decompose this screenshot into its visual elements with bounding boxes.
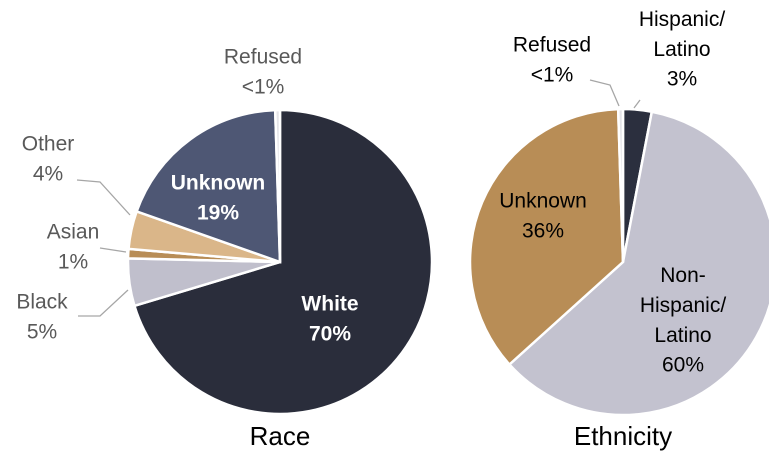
pie-slice xyxy=(132,108,434,416)
slice-value-label: 19% xyxy=(197,202,239,225)
pie-slice xyxy=(135,108,282,264)
leader-line xyxy=(633,99,641,109)
slice-label: White xyxy=(301,293,358,316)
leader-line xyxy=(99,247,127,253)
leader-line xyxy=(76,179,131,216)
slice-value-label: <1% xyxy=(531,64,574,87)
pie-slice xyxy=(616,107,625,263)
slice-label: Refused xyxy=(224,46,302,69)
slice-label: Asian xyxy=(47,221,100,244)
slice-label: Hispanic/Latino xyxy=(639,8,726,61)
slice-label: Unknown xyxy=(171,172,266,195)
leader-line xyxy=(589,79,620,107)
pie-slice xyxy=(273,108,282,263)
slice-value-label: 5% xyxy=(27,321,57,344)
pie-slice xyxy=(507,110,769,417)
slice-value-label: 3% xyxy=(667,68,697,91)
slice-label: Unknown xyxy=(499,190,587,213)
slice-value-label: 1% xyxy=(58,251,88,274)
slice-label: Other xyxy=(22,133,75,156)
chart-title: Ethnicity xyxy=(574,421,672,451)
chart-title: Race xyxy=(250,421,311,451)
slice-value-label: 36% xyxy=(522,220,564,243)
slice-label: Non-Hispanic/Latino xyxy=(640,264,727,347)
slice-value-label: 60% xyxy=(662,354,704,377)
slice-value-label: 4% xyxy=(33,163,63,186)
slice-label: Refused xyxy=(513,34,591,57)
slice-value-label: <1% xyxy=(242,76,285,99)
slice-label: Black xyxy=(16,291,68,314)
slice-value-label: 70% xyxy=(309,323,351,346)
leader-line xyxy=(78,289,129,317)
pie-slice xyxy=(468,107,625,367)
